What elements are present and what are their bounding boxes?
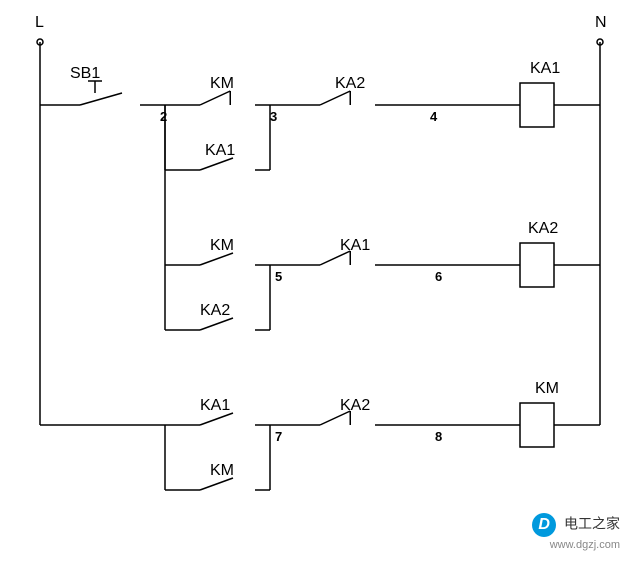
ka2-label-r1: KA2 [335,75,365,93]
km-para-label: KM [210,462,234,480]
watermark-brand: 电工之家 [564,516,620,532]
ka2-label-r3: KA2 [340,397,370,415]
node-7: 7 [275,429,282,444]
node-2: 2 [160,109,167,124]
km-label-r2: KM [210,237,234,255]
ka1-label-r3: KA1 [200,397,230,415]
watermark-url: www.dgzj.com [532,539,620,551]
ka1-coil-label: KA1 [530,60,560,78]
node-5: 5 [275,269,282,284]
ka1-label-r2: KA1 [340,237,370,255]
rail-label-n: N [595,14,607,32]
node-3: 3 [270,109,277,124]
km-coil-label: KM [535,380,559,398]
watermark-logo-icon: D [532,513,556,537]
km-label-r1: KM [210,75,234,93]
rail-label-l: L [35,14,44,32]
circuit-diagram [0,0,640,566]
watermark: D 电工之家 www.dgzj.com [532,513,620,551]
node-8: 8 [435,429,442,444]
node-4: 4 [430,109,437,124]
sb1-label: SB1 [70,65,100,83]
node-6: 6 [435,269,442,284]
ka1-para-label: KA1 [205,142,235,160]
ka2-coil-label: KA2 [528,220,558,238]
ka2-para-label: KA2 [200,302,230,320]
